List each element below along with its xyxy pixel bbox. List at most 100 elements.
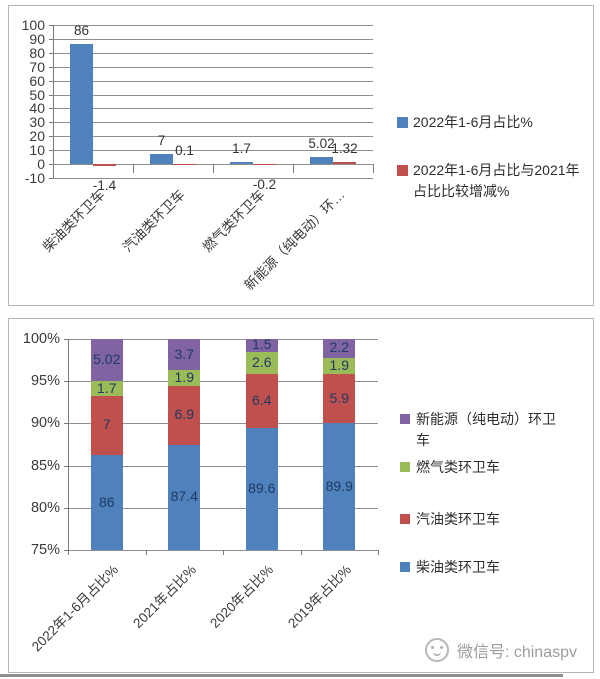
watermark-text: 微信号: chinaspv (456, 644, 577, 661)
y-axis-tick (49, 52, 53, 54)
stack-segment (90, 339, 123, 382)
category-label: 2019年占比% (284, 562, 354, 631)
gridline (53, 66, 373, 68)
legend-label: 汽油类环卫车 (416, 511, 500, 527)
gridline (53, 94, 373, 96)
gridline (53, 52, 373, 54)
legend-marker (397, 165, 408, 176)
x-axis-tick (53, 164, 54, 174)
y-axis-label: 60 (29, 72, 45, 89)
stack-segment (245, 351, 278, 374)
bar-segment (230, 161, 253, 165)
stack-segment (245, 373, 278, 428)
stack-segment (245, 427, 278, 550)
y-axis-tick (64, 507, 68, 509)
stack-segment (168, 370, 201, 387)
y-axis-label: 30 (29, 114, 45, 131)
data-label: 1.9 (329, 356, 349, 373)
x-axis-tick (68, 550, 69, 555)
gridline (68, 339, 378, 340)
y-axis-label: 70 (29, 58, 45, 75)
wechat-face-eye-icon (439, 646, 443, 649)
bar-segment (310, 157, 333, 165)
gridline (53, 136, 373, 138)
y-axis-tick (49, 80, 53, 82)
stack-segment (168, 444, 201, 550)
data-label: -0.2 (252, 177, 277, 193)
bar-segment (333, 162, 356, 165)
y-axis-tick (49, 150, 53, 152)
data-label: 2.2 (329, 339, 349, 356)
y-axis-tick (49, 66, 53, 68)
y-axis-tick (49, 94, 53, 96)
category-label: 2022年1-6月占比% (29, 562, 122, 655)
gridline (68, 381, 378, 383)
gridline (53, 178, 373, 179)
data-label: 1.32 (331, 141, 358, 157)
y-axis-label: 90% (30, 415, 60, 432)
data-label: 5.9 (329, 389, 349, 406)
legend-marker (400, 414, 410, 424)
data-label: 2.6 (252, 353, 272, 370)
data-label: 7 (102, 416, 111, 433)
y-axis-line (68, 339, 69, 550)
y-axis-tick (64, 339, 68, 340)
gridline (53, 108, 373, 110)
x-axis-tick (373, 164, 374, 174)
legend-marker (400, 462, 410, 472)
category-label: 燃气类环卫车 (199, 187, 268, 255)
x-axis-tick (145, 550, 147, 555)
gridline (53, 25, 373, 26)
x-axis-tick (223, 550, 224, 555)
data-label: 0.1 (175, 142, 194, 158)
legend-label: 柴油类环卫车 (416, 559, 500, 575)
legend-marker (400, 562, 410, 572)
legend-marker (400, 514, 410, 524)
gridline (53, 80, 373, 82)
category-label: 汽油类环卫车 (119, 187, 188, 255)
stack-segment (90, 455, 123, 550)
wechat-face-mouth-icon (432, 650, 441, 656)
data-label: 89.9 (325, 477, 353, 494)
category-label: 2021年占比% (129, 562, 199, 631)
stack-segment (168, 386, 201, 445)
data-label: 6.9 (174, 406, 194, 423)
x-axis-tick (300, 550, 302, 555)
x-axis-tick (293, 164, 294, 174)
stack-segment (90, 381, 123, 396)
wechat-face-icon (424, 638, 449, 662)
legend-marker (397, 117, 408, 128)
gridline (68, 423, 378, 425)
y-axis-label: 95% (30, 373, 60, 390)
category-label: 柴油类环卫车 (39, 187, 108, 255)
grouped-bar-chart: 100 90 80 70 60 50 40 30 20 10 0 -10 86 -1.4 柴油类环卫车 7 0.… (9, 6, 593, 305)
data-label: 1.5 (252, 336, 272, 353)
y-axis-tick (64, 550, 68, 551)
stack-segment (323, 423, 356, 550)
data-label: 1.7 (232, 140, 251, 156)
y-axis-line (53, 25, 54, 178)
gridline (68, 507, 378, 509)
y-axis-label: 80 (29, 44, 45, 61)
bottom-chart-panel: 100% 95% 90% 85% 80% 75% 86 7 1.7 5.02 2022年1-6月占比… (8, 318, 594, 673)
data-label: 7 (157, 133, 166, 149)
y-axis-label: 10 (29, 142, 45, 159)
data-label: 86 (98, 493, 115, 510)
stacked-bar-chart: 100% 95% 90% 85% 80% 75% 86 7 1.7 5.02 2022年1-6月占比… (9, 319, 593, 672)
stack-segment (90, 395, 123, 456)
y-axis-tick (49, 178, 53, 179)
y-axis-tick (49, 164, 53, 166)
data-label: -1.4 (92, 178, 117, 194)
data-label: 86 (73, 23, 90, 39)
gridline (53, 150, 373, 152)
data-label: 3.7 (174, 345, 194, 362)
y-axis-label: 80% (30, 499, 60, 516)
watermark: 微信号: chinaspv (424, 638, 577, 662)
y-axis-tick (49, 136, 53, 138)
y-axis-label: 75% (30, 542, 60, 558)
stack-segment (323, 339, 356, 358)
x-axis-tick (378, 550, 379, 555)
bar-segment (70, 44, 93, 165)
gridline (53, 122, 373, 124)
x-axis-tick (213, 164, 214, 174)
